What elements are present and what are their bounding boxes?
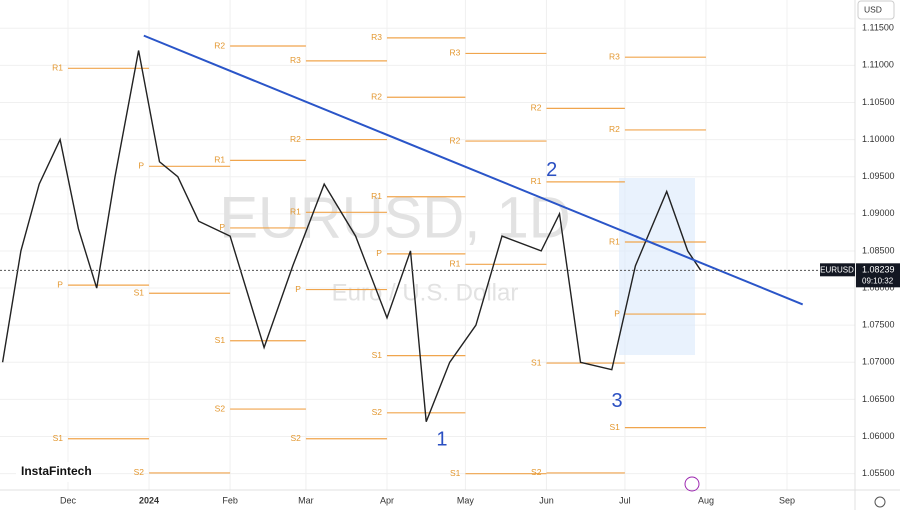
x-tick-label: Aug bbox=[698, 495, 714, 505]
pivot-label: P bbox=[614, 308, 620, 318]
pivot-label: R1 bbox=[214, 155, 225, 165]
trendline bbox=[143, 34, 804, 306]
pivot-label: R2 bbox=[450, 135, 461, 145]
pivot-label: R3 bbox=[450, 48, 461, 58]
pivot-label: R3 bbox=[290, 55, 301, 65]
pivot-label: R1 bbox=[450, 259, 461, 269]
pivot-label: R2 bbox=[371, 92, 382, 102]
y-tick-label: 1.11500 bbox=[862, 23, 894, 33]
price-label: 1.08239 bbox=[862, 265, 895, 275]
pivot-label: R1 bbox=[531, 176, 542, 186]
pivot-label: S1 bbox=[215, 335, 226, 345]
y-tick-label: 1.08500 bbox=[862, 245, 895, 255]
wave-label: 3 bbox=[612, 390, 623, 412]
currency-button[interactable] bbox=[857, 0, 895, 20]
price-tag bbox=[856, 263, 900, 288]
y-tick-label: 1.08000 bbox=[862, 282, 895, 292]
y-tick-label: 1.10000 bbox=[862, 134, 895, 144]
symbol-tag bbox=[820, 263, 855, 277]
x-tick-label: 2024 bbox=[139, 495, 159, 505]
x-tick-label: Feb bbox=[222, 495, 238, 505]
x-tick-label: Jun bbox=[539, 495, 554, 505]
watermark: EURUSD, 1D bbox=[219, 185, 570, 250]
pivot-label: S2 bbox=[372, 407, 383, 417]
volume-profile-area bbox=[619, 178, 695, 355]
pivot-label: S2 bbox=[291, 433, 302, 443]
y-tick-label: 1.10500 bbox=[862, 97, 895, 107]
countdown-label: 09:10:32 bbox=[862, 276, 894, 285]
pivot-label: R1 bbox=[609, 236, 620, 246]
pivot-label: R2 bbox=[531, 103, 542, 113]
pivot-label: S1 bbox=[53, 433, 64, 443]
symbol-label: EURUSD bbox=[820, 265, 854, 274]
y-tick-label: 1.05500 bbox=[862, 468, 895, 478]
brand: InstaFintech bbox=[21, 464, 92, 478]
pivot-label: P bbox=[219, 222, 225, 232]
watermark-subtitle: Euro / U.S. Dollar bbox=[332, 279, 519, 306]
pivot-label: S1 bbox=[372, 350, 383, 360]
pivot-label: R3 bbox=[609, 51, 620, 61]
x-tick-label: Mar bbox=[298, 495, 314, 505]
pivot-label: P bbox=[295, 284, 301, 294]
y-tick-label: 1.11000 bbox=[862, 60, 894, 70]
x-tick-label: Apr bbox=[380, 495, 394, 505]
y-tick-label: 1.06000 bbox=[862, 431, 895, 441]
pivot-label: R2 bbox=[214, 40, 225, 50]
pivot-label: P bbox=[376, 248, 382, 258]
pivot-label: S2 bbox=[531, 467, 542, 477]
x-tick-label: Jul bbox=[619, 495, 631, 505]
pivot-label: S2 bbox=[134, 467, 145, 477]
y-tick-label: 1.06500 bbox=[862, 394, 895, 404]
pivot-label: S1 bbox=[450, 468, 461, 478]
pivot-label: P bbox=[138, 161, 144, 171]
y-tick-label: 1.09000 bbox=[862, 208, 895, 218]
event-icon[interactable] bbox=[684, 476, 700, 492]
pivot-label: S2 bbox=[215, 403, 226, 413]
pivot-label: R1 bbox=[290, 207, 301, 217]
pivot-label: S1 bbox=[134, 288, 145, 298]
wave-label: 1 bbox=[436, 429, 447, 451]
brand-bg bbox=[16, 462, 86, 482]
currency-label: USD bbox=[864, 4, 882, 14]
pivot-label: S1 bbox=[531, 357, 542, 367]
pivot-label: R3 bbox=[371, 32, 382, 42]
x-tick-label: May bbox=[457, 495, 475, 505]
pivot-label: R2 bbox=[290, 134, 301, 144]
pivot-label: R1 bbox=[52, 63, 63, 73]
pivot-label: S1 bbox=[610, 422, 621, 432]
pivot-label: R1 bbox=[371, 191, 382, 201]
x-tick-label: Dec bbox=[60, 495, 77, 505]
y-tick-label: 1.07000 bbox=[862, 357, 895, 367]
x-tick-label: Sep bbox=[779, 495, 795, 505]
pivot-label: R2 bbox=[609, 124, 620, 134]
pivot-label: P bbox=[57, 279, 63, 289]
y-tick-label: 1.09500 bbox=[862, 171, 895, 181]
price-line bbox=[1, 50, 702, 422]
wave-label: 2 bbox=[546, 159, 557, 181]
settings-icon[interactable] bbox=[874, 496, 886, 508]
y-tick-label: 1.07500 bbox=[862, 320, 895, 330]
